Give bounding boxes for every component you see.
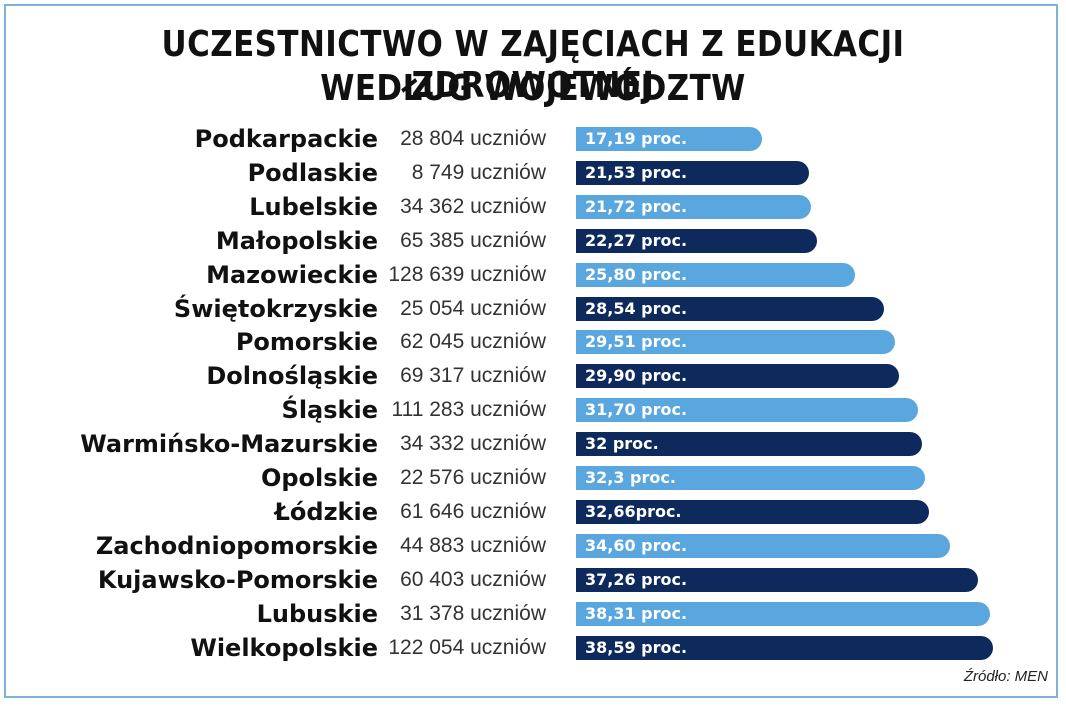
bar <box>576 127 762 151</box>
region-label: Dolnośląskie <box>206 362 378 391</box>
bar-value-label: 17,19 proc. <box>585 129 688 148</box>
bar-row: Podlaskie 8 749 uczniów 21,53 proc. <box>0 156 1066 190</box>
bar-row: Śląskie 111 283 uczniów 31,70 proc. <box>0 393 1066 427</box>
bar <box>576 466 925 490</box>
source-note: Źródło: MEN <box>963 668 1048 685</box>
region-label: Pomorskie <box>235 328 378 357</box>
student-count-label: 25 054 uczniów <box>400 296 546 320</box>
student-count-label: 69 317 uczniów <box>400 364 546 388</box>
bar <box>576 262 855 287</box>
bar-row: Małopolskie 65 385 uczniów 22,27 proc. <box>0 224 1066 258</box>
region-label: Lubuskie <box>256 599 378 628</box>
region-label: Lubelskie <box>249 192 378 221</box>
bar-value-label: 32,3 proc. <box>585 468 676 487</box>
bar <box>576 364 899 389</box>
bar <box>576 567 979 592</box>
region-label: Wielkopolskie <box>190 633 378 662</box>
student-count-label: 8 749 uczniów <box>411 160 546 184</box>
region-label: Kujawsko-Pomorskie <box>97 565 378 594</box>
student-count-label: 34 332 uczniów <box>400 432 546 456</box>
student-count-label: 128 639 uczniów <box>388 262 546 286</box>
bar <box>576 330 895 355</box>
region-label: Mazowieckie <box>206 260 378 289</box>
bar-value-label: 25,80 proc. <box>585 264 688 284</box>
bar-row: Świętokrzyskie 25 054 uczniów 28,54 proc. <box>0 292 1066 326</box>
bar <box>576 601 990 626</box>
bar-value-label: 21,72 proc. <box>585 196 688 216</box>
bar-value-label: 38,59 proc. <box>585 637 688 657</box>
bar-row: Warmińsko-Mazurskie 34 332 uczniów 32 proc… <box>0 427 1066 461</box>
bar-row: Lubelskie 34 362 uczniów 21,72 proc. <box>0 190 1066 224</box>
chart-frame <box>4 4 1058 698</box>
bar-value-label: 31,70 proc. <box>585 400 688 420</box>
region-label: Świętokrzyskie <box>173 294 378 323</box>
chart-title-line2: WEDŁUG WOJEWÓDZTW <box>320 68 746 109</box>
bar-row: Zachodniopomorskie 44 883 uczniów 34,60 pr… <box>0 529 1066 563</box>
bar <box>576 533 950 558</box>
region-label: Łódzkie <box>274 497 378 526</box>
bar-value-label: 37,26 proc. <box>585 569 688 589</box>
bar <box>576 160 809 185</box>
bar-row: Kujawsko-Pomorskie 60 403 uczniów 37,26 pr… <box>0 563 1066 597</box>
region-label: Warmińsko-Mazurskie <box>80 430 378 459</box>
region-label: Podkarpackie <box>194 125 378 153</box>
bar-value-label: 29,90 proc. <box>585 366 688 386</box>
region-label: Opolskie <box>260 464 378 492</box>
bar-row: Opolskie 22 576 uczniów 32,3 proc. <box>0 461 1066 495</box>
student-count-label: 31 378 uczniów <box>400 601 546 625</box>
student-count-label: 61 646 uczniów <box>400 499 546 523</box>
bar-value-label: 34,60 proc. <box>585 535 688 555</box>
bar <box>576 499 929 524</box>
student-count-label: 60 403 uczniów <box>400 567 546 591</box>
bar-row: Podkarpackie 28 804 uczniów 17,19 proc. <box>0 122 1066 156</box>
bar-row: Dolnośląskie 69 317 uczniów 29,90 proc. <box>0 359 1066 393</box>
bar-row: Pomorskie 62 045 uczniów 29,51 proc. <box>0 325 1066 359</box>
bar <box>576 228 817 253</box>
student-count-label: 34 362 uczniów <box>400 194 546 218</box>
bar <box>576 635 993 660</box>
bar-value-label: 21,53 proc. <box>585 162 688 182</box>
bar-row: Łódzkie 61 646 uczniów 32,66proc. <box>0 495 1066 529</box>
bar-value-label: 29,51 proc. <box>585 332 688 352</box>
bar <box>576 432 922 457</box>
bar-value-label: 38,31 proc. <box>585 603 688 623</box>
student-count-label: 111 283 uczniów <box>391 398 547 422</box>
bar-row: Wielkopolskie 122 054 uczniów 38,59 proc. <box>0 631 1066 665</box>
region-label: Zachodniopomorskie <box>95 531 378 560</box>
bar-row: Mazowieckie 128 639 uczniów 25,80 proc. <box>0 258 1066 292</box>
student-count-label: 122 054 uczniów <box>388 635 546 659</box>
bar <box>576 398 919 423</box>
bar-value-label: 32 proc. <box>585 434 659 454</box>
student-count-label: 28 804 uczniów <box>400 127 546 150</box>
student-count-label: 62 045 uczniów <box>400 330 546 354</box>
bar-value-label: 22,27 proc. <box>585 230 688 250</box>
region-label: Śląskie <box>281 396 378 425</box>
student-count-label: 22 576 uczniów <box>400 466 546 489</box>
bar-row: Lubuskie 31 378 uczniów 38,31 proc. <box>0 597 1066 631</box>
bar <box>576 194 811 219</box>
region-label: Małopolskie <box>215 226 378 255</box>
student-count-label: 44 883 uczniów <box>400 533 546 557</box>
bar-value-label: 28,54 proc. <box>585 298 688 318</box>
bar-value-label: 32,66proc. <box>585 501 682 521</box>
chart-title-line1: UCZESTNICTWO W ZAJĘCIACH Z EDUKACJI ZDRO… <box>161 24 905 106</box>
student-count-label: 65 385 uczniów <box>400 228 546 252</box>
region-label: Podlaskie <box>247 158 378 187</box>
bar <box>576 296 885 321</box>
